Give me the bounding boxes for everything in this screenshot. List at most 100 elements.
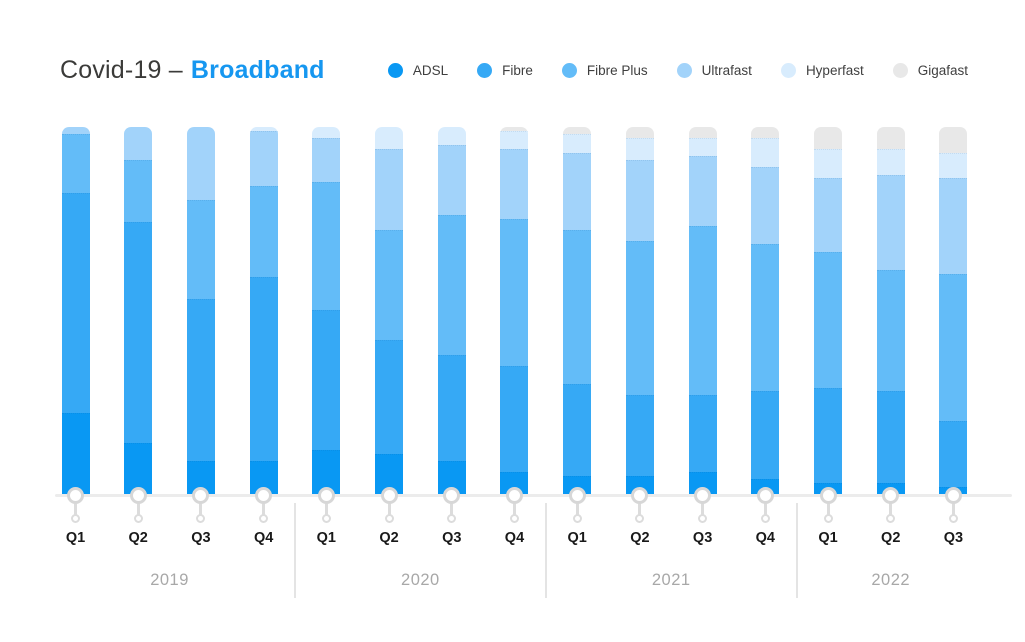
- bar-q2-1[interactable]: [124, 127, 153, 494]
- page-title: Covid-19 – Broadband: [60, 56, 325, 85]
- legend-item-fibre-plus[interactable]: Fibre Plus: [561, 63, 648, 78]
- legend-item-hyperfast[interactable]: Hyperfast: [780, 63, 864, 78]
- segment-ultrafast: [249, 130, 278, 186]
- axis-tick-circle-icon: [192, 487, 210, 504]
- legend-item-adsl[interactable]: ADSL: [387, 63, 448, 78]
- segment-gigafast: [876, 127, 905, 150]
- segment-fibre-plus: [751, 244, 780, 392]
- segment-adsl: [61, 413, 90, 494]
- segment-fibre: [312, 310, 341, 450]
- segment-fibre: [939, 420, 968, 487]
- bar-q1-4[interactable]: [312, 127, 341, 494]
- segment-gigafast: [939, 127, 968, 153]
- bar-q2-5[interactable]: [375, 127, 404, 494]
- segment-fibre: [814, 387, 843, 483]
- axis-tick-circle-icon: [944, 487, 962, 504]
- quarter-label: Q2: [128, 530, 148, 546]
- axis-tick-circle-icon: [568, 487, 586, 504]
- segment-ultrafast: [751, 167, 780, 245]
- axis-tick-stem: [638, 503, 642, 515]
- legend-item-ultrafast[interactable]: Ultrafast: [676, 63, 752, 78]
- segment-hyperfast: [876, 149, 905, 175]
- segment-gigafast: [814, 127, 843, 150]
- legend-dot-icon: [676, 63, 692, 78]
- axis-tick-circle-icon: [443, 487, 461, 504]
- segment-hyperfast: [688, 138, 717, 157]
- chart-legend: ADSL Fibre Fibre Plus Ultrafast Hyperfast Gig…: [387, 63, 968, 78]
- segment-hyperfast: [249, 127, 278, 131]
- year-label-2020: 2020: [401, 571, 440, 589]
- segment-hyperfast: [751, 138, 780, 168]
- segment-fibre: [500, 365, 529, 472]
- bar-q3-6[interactable]: [437, 127, 466, 494]
- axis-tick-small-circle-icon: [635, 514, 645, 523]
- segment-ultrafast: [186, 127, 215, 201]
- year-label-2021: 2021: [651, 571, 691, 589]
- axis-tick-stem: [512, 503, 516, 515]
- segment-ultrafast: [375, 149, 404, 230]
- segment-fibre-plus: [500, 218, 529, 366]
- bar-q1-12[interactable]: [814, 127, 843, 494]
- bar-q4-11[interactable]: [751, 127, 780, 494]
- bar-q3-10[interactable]: [688, 127, 717, 494]
- segment-fibre-plus: [124, 160, 153, 223]
- axis-tick-circle-icon: [694, 487, 712, 504]
- segment-fibre-plus: [688, 226, 717, 395]
- axis-tick-stem: [324, 503, 328, 515]
- bar-q2-13[interactable]: [876, 127, 905, 494]
- axis-tick-stem: [701, 503, 705, 515]
- segment-fibre: [876, 391, 905, 483]
- segment-hyperfast: [500, 130, 529, 149]
- segment-fibre-plus: [437, 215, 466, 355]
- legend-item-gigafast[interactable]: Gigafast: [892, 63, 968, 78]
- segment-fibre-plus: [563, 229, 592, 384]
- segment-adsl: [312, 449, 341, 494]
- bar-q2-9[interactable]: [625, 127, 654, 494]
- axis-tick-small-circle-icon: [384, 514, 394, 523]
- bar-q4-3[interactable]: [249, 127, 278, 494]
- axis-tick-small-circle-icon: [259, 514, 269, 523]
- segment-ultrafast: [61, 127, 90, 135]
- axis-tick-stem: [262, 503, 266, 515]
- quarter-label: Q4: [755, 530, 775, 546]
- segment-fibre: [375, 339, 404, 454]
- quarter-label: Q3: [943, 530, 964, 546]
- axis-tick-stem: [575, 503, 579, 515]
- quarter-label: Q3: [191, 530, 211, 546]
- axis-tick-circle-icon: [631, 487, 649, 504]
- segment-ultrafast: [814, 178, 843, 252]
- segment-fibre-plus: [625, 240, 654, 395]
- axis-tick-circle-icon: [129, 487, 147, 504]
- legend-dot-icon: [477, 63, 493, 78]
- segment-ultrafast: [312, 138, 341, 183]
- axis-tick-small-circle-icon: [698, 514, 708, 523]
- bar-q3-2[interactable]: [186, 127, 215, 494]
- segment-hyperfast: [312, 127, 341, 138]
- axis-tick-small-circle-icon: [509, 514, 519, 523]
- segment-fibre: [61, 193, 90, 414]
- legend-label: Fibre: [502, 63, 533, 78]
- segment-hyperfast: [375, 127, 404, 150]
- bar-q1-0[interactable]: [61, 127, 90, 494]
- axis-tick-stem: [387, 503, 391, 515]
- bar-q3-14[interactable]: [939, 127, 968, 494]
- legend-dot-icon: [780, 63, 796, 78]
- segment-gigafast: [625, 127, 654, 138]
- legend-dot-icon: [561, 63, 577, 78]
- segment-ultrafast: [688, 156, 717, 227]
- axis-tick-small-circle-icon: [572, 514, 582, 523]
- title-highlight: Broadband: [190, 56, 325, 84]
- legend-item-fibre[interactable]: Fibre: [477, 63, 533, 78]
- segment-fibre-plus: [312, 182, 341, 311]
- bar-q4-7[interactable]: [500, 127, 529, 494]
- axis-tick-stem: [951, 503, 955, 515]
- axis-tick-small-circle-icon: [71, 514, 80, 523]
- bar-q1-8[interactable]: [563, 127, 592, 494]
- legend-label: Ultrafast: [701, 63, 752, 78]
- legend-dot-icon: [892, 63, 908, 78]
- segment-ultrafast: [625, 160, 654, 241]
- axis-tick-stem: [826, 503, 830, 515]
- axis-tick-small-circle-icon: [196, 514, 206, 523]
- axis-tick-circle-icon: [67, 487, 84, 504]
